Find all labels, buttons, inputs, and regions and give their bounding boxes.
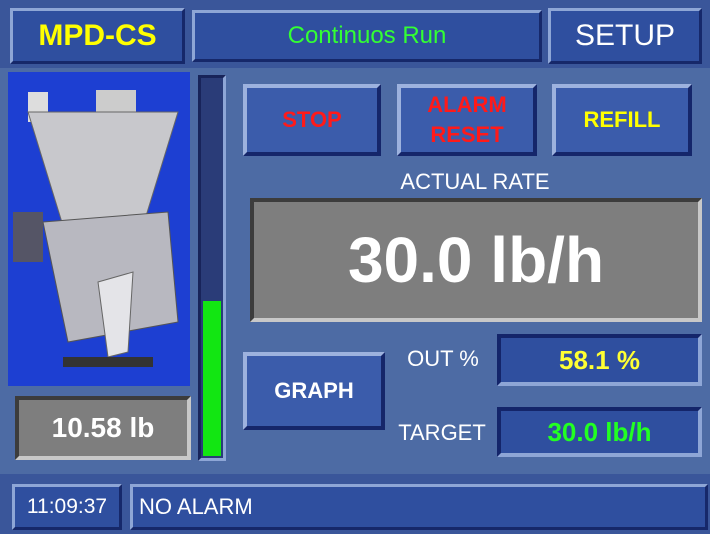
level-bar (198, 75, 226, 461)
level-fill (203, 301, 221, 456)
alarm-reset-button[interactable]: ALARM RESET (397, 84, 537, 156)
weight-display: 10.58 lb (15, 396, 191, 460)
brand[interactable]: MPD-CS (10, 8, 185, 64)
clock: 11:09:37 (12, 484, 122, 530)
rate-label: ACTUAL RATE (400, 169, 550, 194)
alarm-status: NO ALARM (130, 484, 708, 530)
stop-button[interactable]: STOP (243, 84, 381, 156)
setup-button[interactable]: SETUP (548, 8, 702, 64)
feeder-image (8, 72, 190, 386)
graph-button[interactable]: GRAPH (243, 352, 385, 430)
status: Continuos Run (192, 10, 542, 62)
target-label: TARGET (398, 420, 486, 445)
target-value: 30.0 lb/h (497, 407, 702, 457)
out-label: OUT % (407, 346, 479, 371)
feeder-drawing (13, 90, 179, 367)
rate-display: 30.0 lb/h (250, 198, 702, 322)
refill-button[interactable]: REFILL (552, 84, 692, 156)
out-value: 58.1 % (497, 334, 702, 386)
button-line: ALARM (427, 92, 507, 117)
button-line: RESET (430, 122, 504, 147)
